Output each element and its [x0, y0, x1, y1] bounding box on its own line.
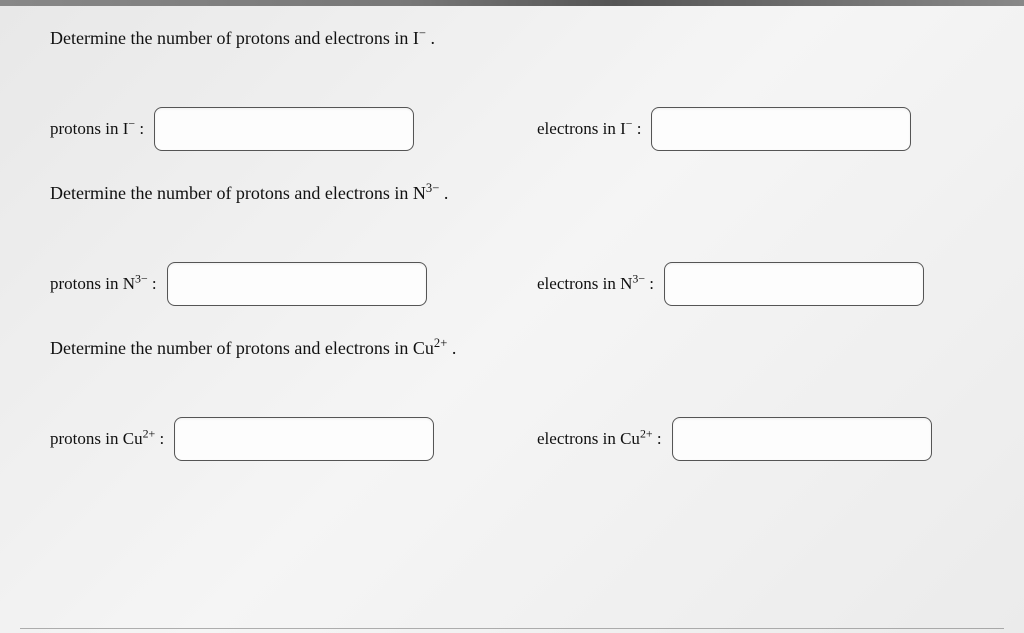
prompt-nitride: Determine the number of protons and elec… — [50, 183, 974, 204]
prompt-copper: Determine the number of protons and elec… — [50, 338, 974, 359]
label-protons-iodide: protons in I− : — [50, 119, 144, 139]
pair-protons-nitride: protons in N3− : — [50, 262, 487, 306]
ion-sup: − — [419, 26, 426, 40]
label-protons-copper: protons in Cu2+ : — [50, 429, 164, 449]
input-protons-iodide[interactable] — [154, 107, 414, 151]
prompt-prefix: Determine the number of protons and elec… — [50, 28, 413, 48]
prompt-prefix: Determine the number of protons and elec… — [50, 183, 413, 203]
input-electrons-nitride[interactable] — [664, 262, 924, 306]
row-copper: protons in Cu2+ : electrons in Cu2+ : — [50, 417, 974, 461]
pair-protons-copper: protons in Cu2+ : — [50, 417, 487, 461]
pair-electrons-nitride: electrons in N3− : — [487, 262, 974, 306]
prompt-period: . — [439, 183, 448, 203]
row-nitride: protons in N3− : electrons in N3− : — [50, 262, 974, 306]
bottom-rule — [20, 628, 1004, 629]
input-protons-copper[interactable] — [174, 417, 434, 461]
row-iodide: protons in I− : electrons in I− : — [50, 107, 974, 151]
label-electrons-nitride: electrons in N3− : — [537, 274, 654, 294]
prompt-period: . — [426, 28, 435, 48]
prompt-period: . — [447, 338, 456, 358]
input-electrons-copper[interactable] — [672, 417, 932, 461]
section-nitride: Determine the number of protons and elec… — [50, 183, 974, 306]
content-area: Determine the number of protons and elec… — [20, 8, 1004, 503]
ion-base: Cu — [413, 338, 434, 358]
worksheet-page: Determine the number of protons and elec… — [0, 0, 1024, 633]
input-electrons-iodide[interactable] — [651, 107, 911, 151]
ion-sup: 2+ — [434, 336, 447, 350]
label-electrons-iodide: electrons in I− : — [537, 119, 641, 139]
prompt-iodide: Determine the number of protons and elec… — [50, 28, 974, 49]
prompt-prefix: Determine the number of protons and elec… — [50, 338, 413, 358]
pair-electrons-copper: electrons in Cu2+ : — [487, 417, 974, 461]
label-electrons-copper: electrons in Cu2+ : — [537, 429, 662, 449]
section-copper: Determine the number of protons and elec… — [50, 338, 974, 461]
pair-protons-iodide: protons in I− : — [50, 107, 487, 151]
ion-sup: 3− — [426, 181, 439, 195]
input-protons-nitride[interactable] — [167, 262, 427, 306]
pair-electrons-iodide: electrons in I− : — [487, 107, 974, 151]
ion-base: N — [413, 183, 426, 203]
section-iodide: Determine the number of protons and elec… — [50, 28, 974, 151]
label-protons-nitride: protons in N3− : — [50, 274, 157, 294]
